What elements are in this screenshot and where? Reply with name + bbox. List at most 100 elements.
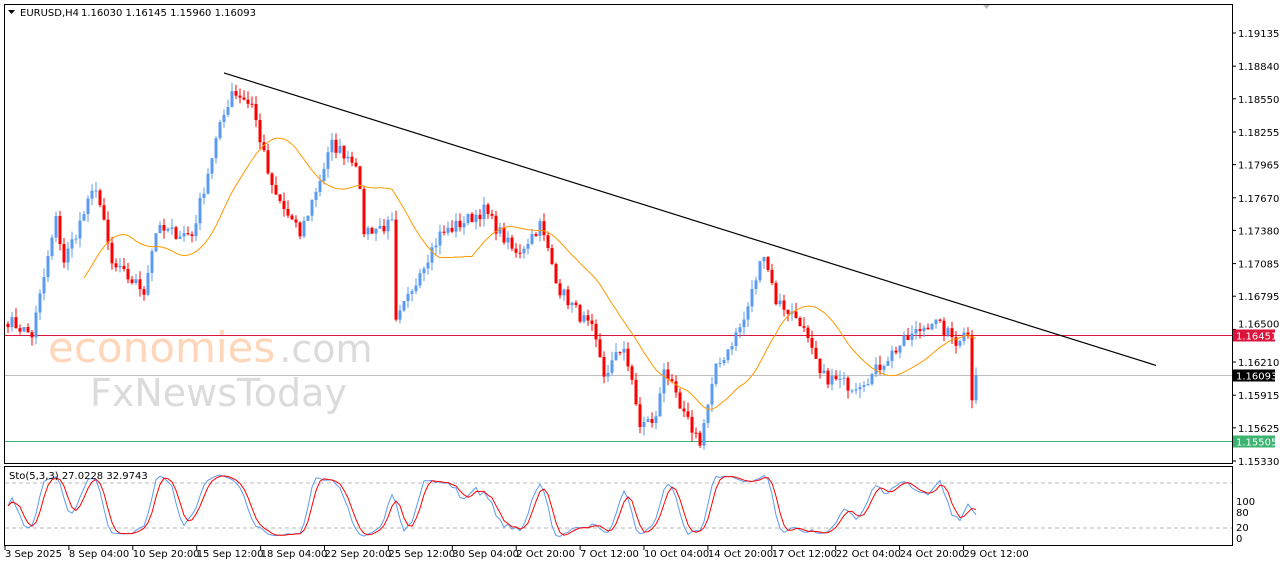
candle-body: [942, 320, 946, 336]
time-tick-label: 10 Sep 20:00: [133, 549, 200, 560]
price-tick-label: 1.17670: [1238, 194, 1279, 205]
candle-body: [302, 220, 306, 237]
level-price-badges: 1.16451 1.16093 1.15505: [1233, 329, 1277, 449]
candle-body: [950, 328, 954, 338]
candle-body: [130, 279, 134, 283]
candle-body: [782, 300, 786, 310]
candle-body: [346, 156, 350, 159]
candle-body: [510, 237, 514, 249]
candle-body: [106, 219, 110, 243]
candle-body: [974, 375, 978, 401]
candle-body: [546, 235, 550, 248]
candle-body: [578, 304, 582, 322]
candle-body: [246, 99, 250, 104]
candle-body: [650, 419, 654, 424]
price-tick-label: 1.17380: [1238, 226, 1279, 237]
price-tick-label: 1.18255: [1238, 128, 1279, 139]
candle-body: [198, 197, 202, 224]
candle-body: [446, 227, 450, 233]
candle-body: [626, 348, 630, 367]
candle-body: [146, 272, 150, 295]
candle-body: [270, 173, 274, 186]
candle-body: [286, 208, 290, 216]
candle-body: [386, 219, 390, 232]
candle-body: [178, 236, 182, 239]
candle-body: [54, 216, 58, 238]
candle-body: [402, 301, 406, 311]
candle-body: [642, 421, 646, 428]
time-tick-label: 10 Oct 04:00: [644, 549, 709, 560]
candle-body: [822, 370, 826, 374]
candle-body: [114, 263, 118, 268]
candle-body: [138, 279, 142, 290]
candle-body: [78, 220, 82, 239]
time-tick-label: 30 Sep 04:00: [452, 549, 519, 560]
candle-body: [482, 204, 486, 220]
candle-body: [442, 231, 446, 233]
candle-body: [394, 219, 398, 320]
candle-body: [534, 234, 538, 236]
menu-triangle-icon[interactable]: [8, 10, 15, 14]
candle-body: [918, 329, 922, 332]
candle-body: [234, 91, 238, 96]
candle-body: [702, 423, 706, 446]
price-tick-label: 1.15330: [1238, 457, 1279, 468]
candle-body: [878, 364, 882, 370]
candle-body: [166, 228, 170, 231]
candle-body: [218, 122, 222, 139]
time-tick-label: 17 Oct 12:00: [772, 549, 837, 560]
candle-body: [330, 139, 334, 153]
candle-body: [254, 103, 258, 120]
candle-body: [530, 234, 534, 244]
candle-body: [614, 352, 618, 361]
candle-body: [494, 215, 498, 234]
candle-body: [430, 247, 434, 263]
candle-body: [374, 228, 378, 234]
stoch-tick-20: 20: [1236, 523, 1249, 534]
candle-body: [82, 214, 86, 221]
support-price-badge: [1233, 435, 1275, 448]
candle-body: [438, 231, 442, 246]
candle-body: [354, 162, 358, 167]
price-tick-label: 1.18840: [1238, 62, 1279, 73]
candle-body: [714, 363, 718, 384]
candle-body: [522, 248, 526, 254]
candle-body: [622, 348, 626, 353]
candle-body: [886, 360, 890, 366]
candle-body: [586, 315, 590, 321]
candle-body: [858, 386, 862, 390]
candle-body: [818, 358, 822, 374]
candle-body: [934, 319, 938, 325]
candle-body: [842, 377, 846, 379]
candle-body: [454, 220, 458, 232]
watermark: economies .com FxNewsToday: [48, 323, 373, 415]
candle-body: [954, 337, 958, 346]
current-price-badge: [1233, 369, 1275, 382]
candle-body: [766, 257, 770, 270]
candle-body: [30, 332, 34, 338]
stoch-tick-100: 100: [1236, 497, 1255, 508]
candle-body: [602, 356, 606, 377]
candle-body: [486, 204, 490, 214]
candle-body: [798, 317, 802, 327]
candle-body: [174, 227, 178, 239]
price-tick-label: 1.16500: [1238, 320, 1279, 331]
candle-body: [874, 364, 878, 375]
candle-body: [62, 244, 66, 263]
candle-body: [850, 390, 854, 392]
price-tick-label: 1.15625: [1238, 424, 1279, 435]
candle-body: [794, 311, 798, 318]
candle-body: [770, 269, 774, 284]
resistance-price-badge: [1233, 329, 1275, 342]
candle-body: [422, 268, 426, 274]
support-price-label: 1.15505: [1236, 438, 1277, 449]
candle-body: [414, 285, 418, 292]
candle-body: [902, 335, 906, 346]
trendline[interactable]: [223, 72, 1157, 366]
candle-body: [670, 379, 674, 382]
candle-body: [426, 262, 430, 269]
candle-body: [810, 338, 814, 348]
